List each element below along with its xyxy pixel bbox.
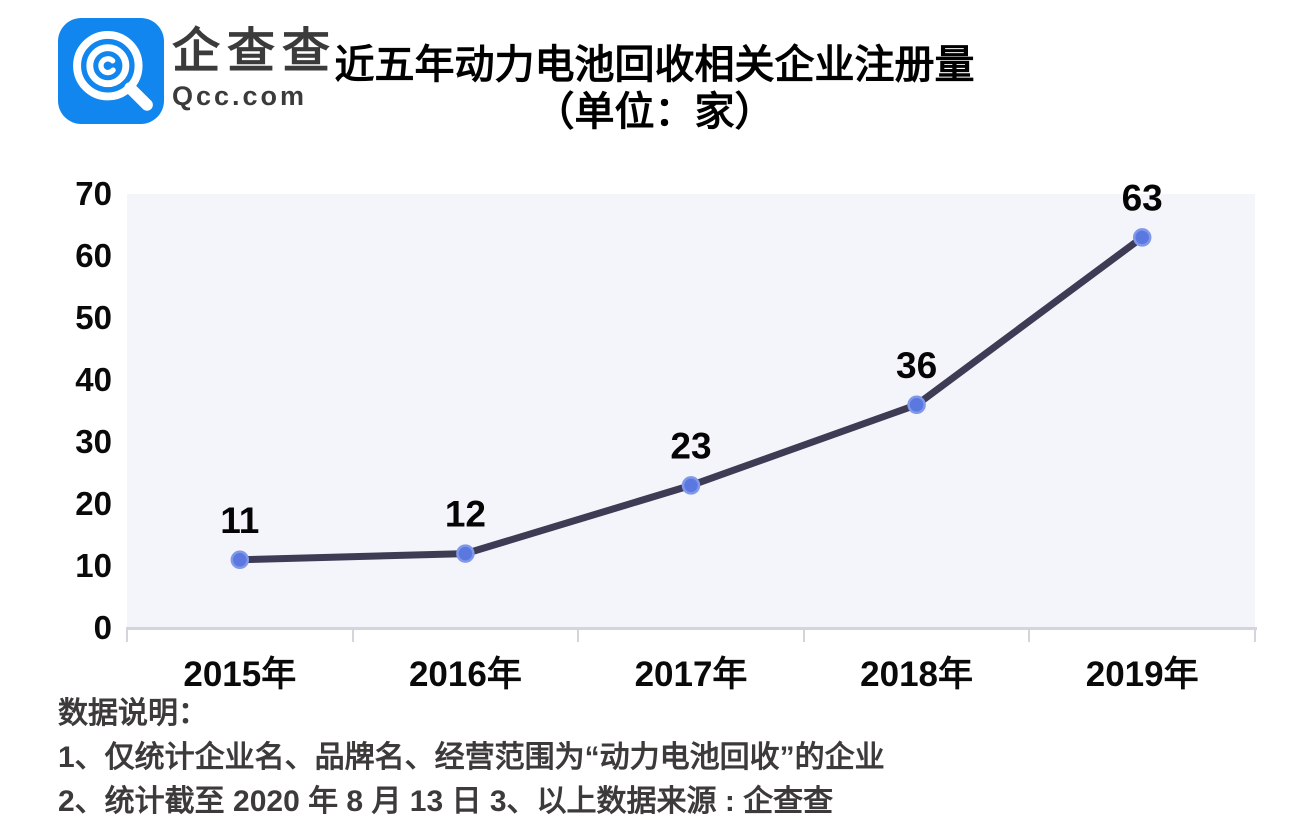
y-axis-label: 0	[93, 609, 112, 646]
x-axis-label: 2015年	[183, 655, 297, 694]
y-axis-label: 40	[75, 361, 112, 398]
y-axis-label: 30	[75, 423, 112, 460]
line-series-svg: 11 12 23 36 63	[220, 177, 1163, 570]
axis-tick	[802, 628, 805, 642]
x-axis-label: 2016年	[408, 655, 522, 694]
brand-text-block: 企查查 Qcc.com	[172, 26, 337, 112]
data-point	[681, 476, 701, 495]
x-axis-label: 2017年	[634, 655, 748, 694]
axis-tick	[351, 628, 354, 642]
qcc-logo-icon	[58, 18, 164, 124]
y-axis-label: 10	[75, 547, 112, 584]
data-label: 11	[220, 500, 259, 541]
note-line-1: 1、仅统计企业名、品牌名、经营范围为“动力电池回收”的企业	[58, 741, 885, 774]
axis-tick	[126, 628, 128, 642]
chart-subtitle: （单位：家）	[534, 90, 775, 134]
data-point	[1132, 228, 1152, 247]
y-axis-label: 50	[75, 299, 112, 336]
data-label: 36	[896, 345, 937, 386]
plot-area: 11 12 23 36 63	[127, 177, 1255, 628]
notes-block: 数据说明： 1、仅统计企业名、品牌名、经营范围为“动力电池回收”的企业 2、统计…	[58, 692, 1278, 824]
notes-heading: 数据说明：	[58, 697, 208, 730]
chart-title: 近五年动力电池回收相关企业注册量	[334, 43, 975, 87]
axis-tick	[1254, 628, 1256, 642]
brand-name: 企查查	[172, 25, 338, 78]
data-label: 63	[1122, 177, 1163, 218]
y-axis-label: 70	[75, 175, 112, 212]
data-point	[230, 550, 250, 570]
brand-domain: Qcc.com	[172, 81, 308, 111]
data-label: 12	[445, 494, 486, 535]
x-axis-label: 2018年	[860, 655, 974, 694]
axis-tick	[577, 628, 580, 642]
y-axis-label: 20	[75, 485, 112, 522]
series-line	[236, 233, 1146, 564]
data-label: 23	[670, 425, 711, 466]
note-line-2: 2、统计截至 2020 年 8 月 13 日 3、以上数据来源 : 企查查	[58, 785, 834, 818]
y-axis-label: 60	[75, 237, 112, 274]
chart-title-block: 近五年动力电池回收相关企业注册量 （单位：家）	[0, 42, 1309, 136]
x-axis-line	[126, 627, 1257, 630]
data-point	[907, 395, 926, 415]
data-point	[456, 544, 475, 563]
axis-tick	[1028, 628, 1031, 642]
x-axis-label: 2019年	[1085, 655, 1199, 694]
